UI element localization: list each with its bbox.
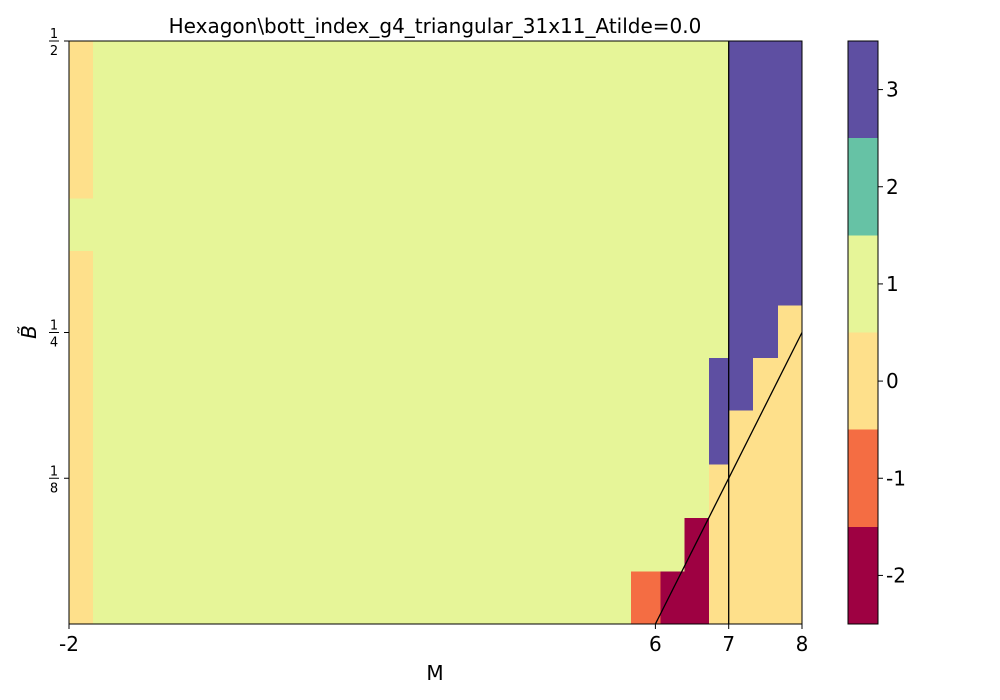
y-axis-ticks: 1 8 1 4 1 2 (49, 27, 69, 496)
heatmap-cell (631, 571, 661, 624)
heatmap-background-cell (69, 41, 802, 624)
heatmap-cell (660, 571, 685, 624)
heatmap-regions (69, 41, 802, 624)
x-tick-label: -2 (59, 632, 79, 656)
colorbar-swatch (848, 429, 878, 527)
plot-area (68, 40, 803, 625)
colorbar-swatch (848, 41, 878, 139)
colorbar-swatch (848, 235, 878, 333)
x-tick-label: 8 (796, 632, 809, 656)
colorbar-frame (847, 40, 879, 625)
colorbar-swatch (848, 526, 878, 624)
colorbar-swatch (848, 332, 878, 430)
colorbar-label: 0 (886, 369, 899, 393)
colorbar-label: 1 (886, 272, 899, 296)
heatmap-cell (777, 41, 802, 306)
x-axis-ticks: -2 6 7 8 (59, 624, 808, 656)
colorbar-label: -2 (886, 563, 906, 587)
colorbar-label: 2 (886, 175, 899, 199)
colorbar-label: -1 (886, 466, 906, 490)
colorbar-swatch (848, 138, 878, 236)
y-tick-numerator: 1 (50, 464, 58, 479)
colorbar-label: 3 (886, 78, 899, 102)
colorbar: 3 2 1 0 -1 -2 (847, 40, 906, 625)
x-tick-label: 7 (722, 632, 735, 656)
heatmap-cell (684, 517, 709, 624)
heatmap-cell (728, 41, 753, 411)
heatmap-cell (708, 358, 729, 465)
x-axis-label: M (426, 661, 443, 685)
y-axis-label: B̃ (17, 325, 41, 339)
heatmap-cell (777, 305, 802, 624)
x-tick-label: 6 (649, 632, 662, 656)
heatmap-cell (752, 41, 778, 359)
chart-title: Hexagon\bott_index_g4_triangular_31x11_A… (169, 14, 702, 38)
heatmap-cell (69, 250, 94, 624)
heatmap-cell (752, 358, 778, 624)
heatmap-cell (708, 464, 729, 624)
heatmap-cell (728, 410, 753, 624)
y-tick-numerator: 1 (50, 27, 58, 42)
y-tick-numerator: 1 (50, 319, 58, 334)
y-tick-denominator: 4 (50, 336, 58, 351)
y-tick-denominator: 8 (50, 481, 58, 496)
y-tick-denominator: 2 (50, 44, 58, 59)
heatmap-cell (69, 41, 94, 199)
overlay-lines (654, 41, 803, 625)
